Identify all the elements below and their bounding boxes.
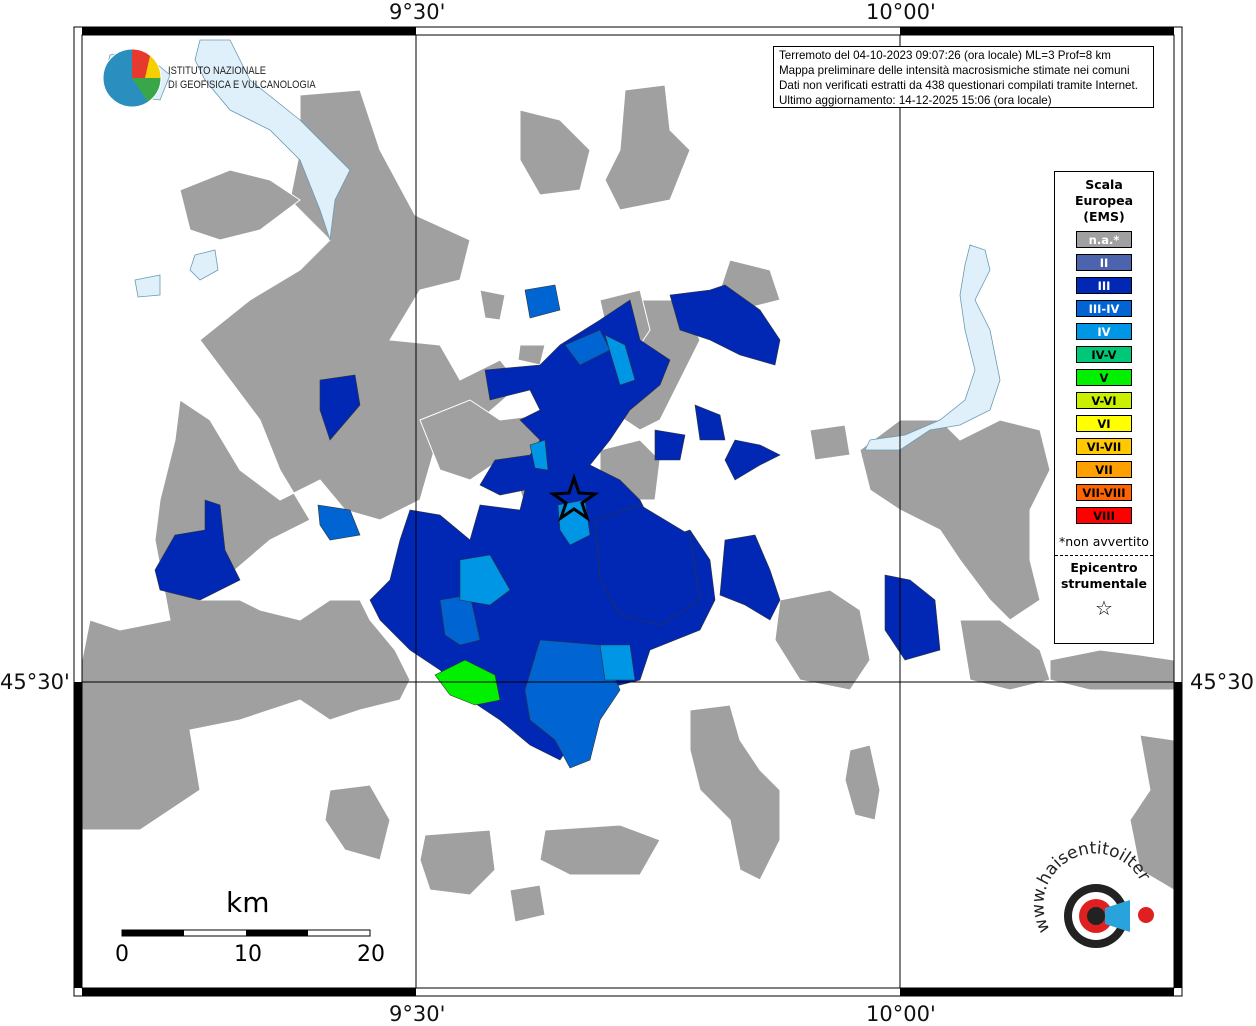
lon-label-top-1: 9°30' (389, 0, 446, 24)
legend-title-line-1: Scala (1085, 177, 1123, 192)
legend-title-line-3: (EMS) (1083, 209, 1125, 224)
info-line-data: Dati non verificati estratti da 438 ques… (779, 79, 1138, 92)
legend-swatch-na: n.a.* (1076, 231, 1132, 248)
legend-swatch-iv-v: IV-V (1076, 346, 1132, 363)
legend-divider (1055, 555, 1153, 556)
legend-swatch-iii-iv: III-IV (1076, 300, 1132, 317)
earthquake-info-box: Terremoto del 04-10-2023 09:07:26 (ora l… (773, 46, 1154, 108)
legend-swatch-vi-vii: VI-VII (1076, 438, 1132, 455)
ingv-line-2: DI GEOFISICA E VULCANOLOGIA (168, 79, 316, 91)
epicenter-star-icon (548, 473, 600, 522)
info-line-map: Mappa preliminare delle intensità macros… (779, 64, 1130, 77)
ingv-line-1: ISTITUTO NAZIONALE (168, 65, 267, 77)
municipalities-felt (154, 284, 941, 769)
star-outline-icon: ☆ (1095, 596, 1113, 620)
lat-label-right: 45°30' (1190, 670, 1256, 694)
legend-swatch-v: V (1076, 369, 1132, 386)
scale-tick-20: 20 (357, 942, 385, 967)
scale-bar (121, 929, 371, 937)
lon-label-bottom-2: 10°00' (866, 1002, 936, 1026)
scale-tick-0: 0 (115, 942, 129, 967)
legend-not-felt-note: *non avvertito (1059, 534, 1149, 549)
legend-title-line-2: Europea (1074, 193, 1134, 208)
legend-swatch-ii: II (1076, 254, 1132, 271)
legend-swatch-vii: VII (1076, 461, 1132, 478)
legend-swatch-vi: VI (1076, 415, 1132, 432)
lon-label-top-2: 10°00' (866, 0, 936, 24)
lon-label-bottom-1: 9°30' (389, 1002, 446, 1026)
legend-swatches: n.a.* II III III-IV IV IV-V V V-VI VI VI-VII VII VI… (1055, 231, 1153, 524)
legend-swatch-iv: IV (1076, 323, 1132, 340)
scale-unit: km (226, 886, 270, 919)
graticule (82, 35, 1174, 988)
legend-swatch-vii-viii: VII-VIII (1076, 484, 1132, 501)
legend-swatch-iii: III (1076, 277, 1132, 294)
legend-title: Scala Europea (EMS) (1055, 177, 1153, 225)
map-frame (73, 26, 1183, 997)
ingv-logo-globe (102, 48, 162, 108)
scale-tick-10: 10 (234, 942, 262, 967)
ingv-logo-text: ISTITUTO NAZIONALE DI GEOFISICA E VULCAN… (168, 64, 316, 92)
info-line-event: Terremoto del 04-10-2023 09:07:26 (ora l… (779, 49, 1111, 62)
lat-label-left: 45°30' (0, 670, 70, 694)
epicenter-label-line-2: strumentale (1060, 576, 1148, 591)
legend-swatch-v-vi: V-VI (1076, 392, 1132, 409)
legend-swatch-viii: VIII (1076, 507, 1132, 524)
epicenter-label-line-1: Epicentro (1070, 560, 1138, 575)
legend-epicenter-label: Epicentro strumentale (1055, 560, 1153, 592)
ems-legend: Scala Europea (EMS) n.a.* II III III-IV IV IV… (1054, 171, 1154, 644)
info-line-updated: Ultimo aggiornamento: 14-12-2025 15:06 (… (779, 94, 1052, 107)
